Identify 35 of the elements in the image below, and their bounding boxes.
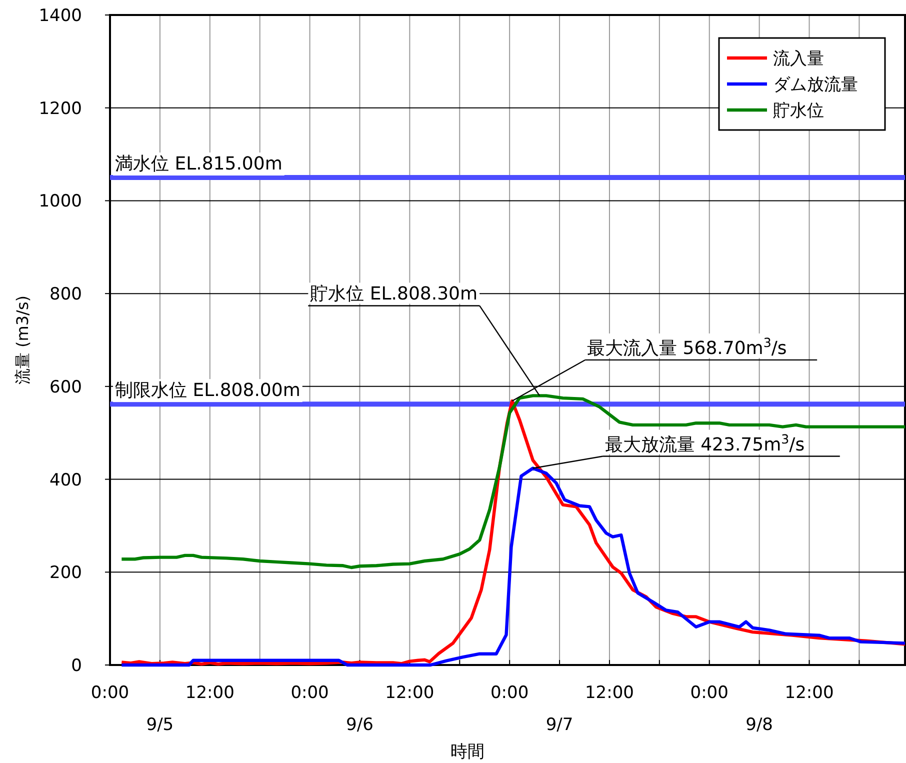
annotation: 最大流入量 568.70m$^{3}$/s [587, 334, 787, 359]
text: 9/7 [546, 715, 574, 735]
y-tick-label: 600 [50, 377, 82, 398]
ref-line-label: 制限水位 EL.808.00m [115, 380, 300, 402]
legend-label: 貯水位 [773, 101, 824, 121]
y-tick-label: 200 [50, 563, 82, 584]
note: 最大放流量 423.75m$^{3}$/s [532, 430, 840, 469]
x-tick-label: 0:00 [490, 683, 529, 703]
y-axis-title: 流量 (m3/s) [13, 295, 32, 385]
annotation: 最大放流量 423.75m$^{3}$/s [604, 430, 805, 456]
x-tick-label: 12:00 [185, 683, 234, 703]
y-tick-label: 800 [50, 284, 82, 305]
x-tick-label: 0:00 [90, 683, 130, 703]
note: 貯水位 EL.808.30m [308, 282, 540, 396]
y-tick-label: 1400 [38, 6, 82, 26]
text: 9/8 [746, 715, 773, 735]
x-tick-label: 0:00 [290, 683, 329, 703]
x-tick-label: 12:00 [385, 683, 434, 703]
y-tick-label: 0 [71, 656, 82, 676]
x-tick-label: 12:00 [584, 683, 634, 703]
note: 最大流入量 568.70m$^{3}$/s [512, 333, 818, 402]
ref-line: 満水位 EL.815.00m [110, 152, 905, 180]
ref-line-label: 満水位 EL.815.00m [115, 154, 282, 174]
y-tick-label: 1000 [38, 192, 82, 212]
x-tick-label: 12:00 [784, 683, 834, 703]
x-tick-label: 0:00 [690, 683, 728, 703]
legend-label: 流入量 [773, 49, 824, 69]
text: 9/5 [146, 715, 174, 735]
ref-line: 制限水位 EL.808.00m [110, 379, 905, 407]
y-tick-label: 400 [50, 470, 82, 490]
x-axis-title: 時間 [450, 742, 484, 762]
annotation: 貯水位 EL.808.30m [310, 284, 478, 305]
y-tick-label: 1200 [38, 98, 82, 119]
legend-label: ダム放流量 [773, 75, 858, 95]
text: 9/6 [346, 715, 374, 735]
